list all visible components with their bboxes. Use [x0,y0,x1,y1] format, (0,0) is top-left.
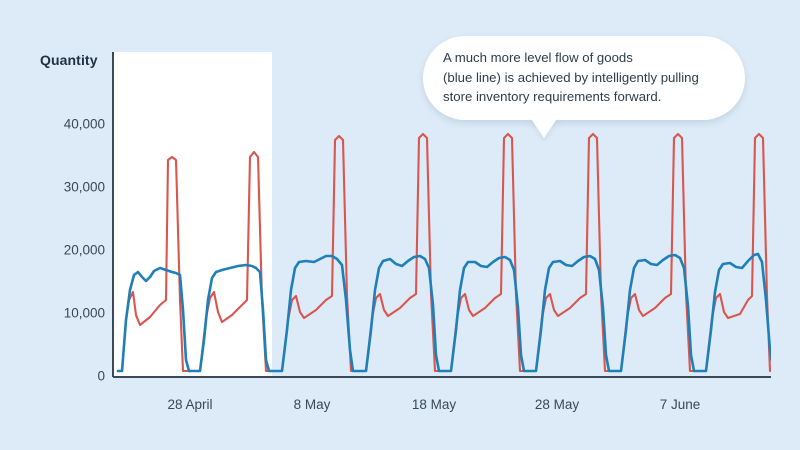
y-tick-20000: 20,000 [63,242,105,258]
x-tick-7-june: 7 June [659,397,701,412]
y-tick-10000: 10,000 [63,305,105,321]
callout-text: A much more level flow of goods (blue li… [443,50,699,104]
x-tick-18-may: 18 May [411,397,457,412]
y-axis-title: Quantity [40,52,98,68]
y-axis-tick-labels: 40,000 30,000 20,000 10,000 0 [0,0,105,450]
y-axis-line [112,52,114,377]
series-line-blue [116,252,771,373]
callout-tail [529,116,559,138]
x-tick-28-april: 28 April [167,397,213,412]
x-tick-28-may: 28 May [534,397,580,412]
callout-bubble [423,36,745,120]
y-tick-0: 0 [97,368,105,384]
y-tick-30000: 30,000 [63,179,105,195]
x-axis-line [113,376,771,378]
y-tick-40000: 40,000 [63,116,105,132]
callout-annotation: A much more level flow of goods (blue li… [423,36,745,138]
x-tick-8-may: 8 May [293,397,331,412]
series-line-red [116,132,771,373]
